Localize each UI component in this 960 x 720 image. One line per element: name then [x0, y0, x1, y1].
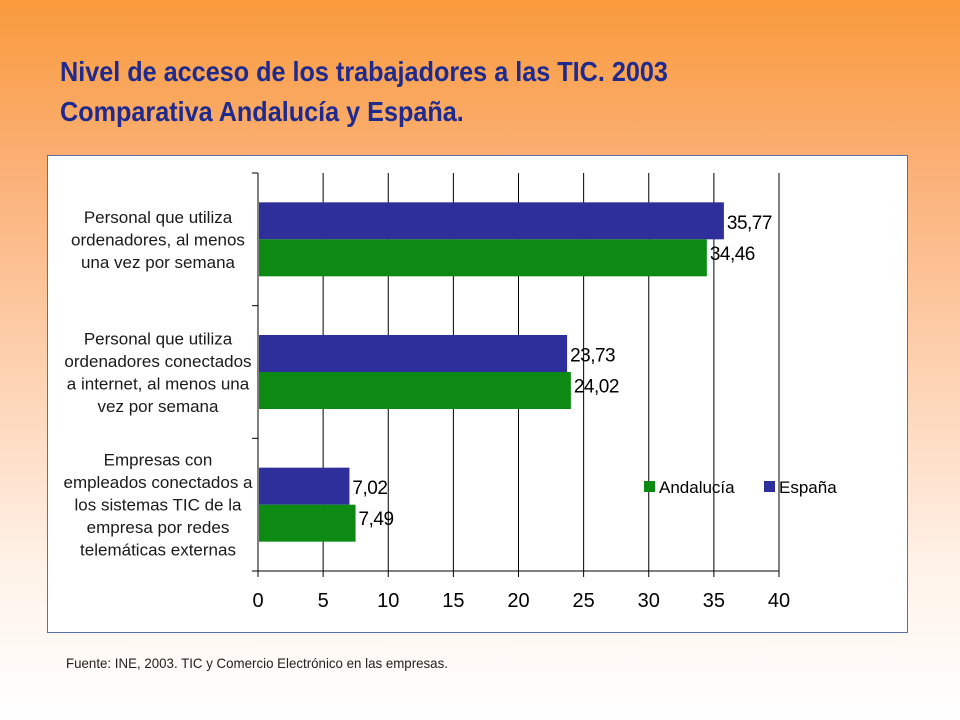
bar-andalucia-2	[259, 504, 356, 542]
x-tick-label-35: 35	[703, 590, 725, 612]
bar-espana-2	[259, 467, 350, 505]
category-label-0: Personal que utiliza ordenadores, al meno…	[71, 208, 245, 272]
category-label-line: los sistemas TIC de la	[75, 496, 242, 515]
data-label-espana-0: 35,77	[727, 213, 772, 234]
source-note: Fuente: INE, 2003. TIC y Comercio Electr…	[66, 655, 448, 671]
category-label-line: Empresas con	[104, 451, 213, 470]
legend-swatch-0	[644, 481, 655, 492]
title-line-1: Nivel de acceso de los trabajadores a la…	[60, 56, 668, 87]
bar-andalucia-1	[259, 372, 571, 409]
legend-swatch-1	[764, 481, 775, 492]
x-tick-label-0: 0	[252, 590, 263, 612]
category-label-line: una vez por semana	[81, 253, 236, 272]
category-label-line: Personal que utiliza	[84, 208, 233, 227]
category-label-line: Personal que utiliza	[84, 329, 233, 348]
category-label-line: ordenadores, al menos	[71, 230, 245, 249]
chart-title: Nivel de acceso de los trabajadores a la…	[60, 52, 668, 132]
title-line-2: Comparativa Andalucía y España.	[60, 96, 464, 127]
category-label-line: empresa por redes	[87, 518, 230, 537]
category-label-line: ordenadores conectados	[64, 352, 251, 371]
data-label-andalucia-0: 34,46	[710, 244, 755, 265]
category-label-line: telemáticas externas	[80, 541, 236, 560]
data-label-andalucia-1: 24,02	[574, 377, 619, 398]
category-label-line: empleados conectados a	[63, 473, 253, 492]
x-tick-label-30: 30	[638, 590, 660, 612]
bar-espana-1	[259, 335, 568, 372]
data-label-espana-2: 7,02	[352, 478, 387, 499]
legend-label-1: España	[779, 478, 837, 497]
category-label-2: Empresas con empleados conectados a los si…	[63, 451, 253, 560]
data-label-andalucia-2: 7,49	[359, 509, 394, 530]
data-label-espana-1: 23,73	[570, 346, 615, 367]
x-tick-label-10: 10	[377, 590, 399, 612]
x-tick-label-15: 15	[442, 590, 464, 612]
bar-andalucia-0	[259, 239, 707, 277]
bar-espana-0	[259, 202, 724, 240]
x-tick-label-20: 20	[507, 590, 529, 612]
x-tick-label-5: 5	[318, 590, 329, 612]
x-tick-label-40: 40	[768, 590, 790, 612]
category-label-line: a internet, al menos una	[67, 374, 250, 393]
category-label-1: Personal que utiliza ordenadores conectad…	[64, 329, 251, 416]
legend-label-0: Andalucía	[659, 478, 735, 497]
x-tick-label-25: 25	[573, 590, 595, 612]
category-label-line: vez por semana	[98, 397, 219, 416]
